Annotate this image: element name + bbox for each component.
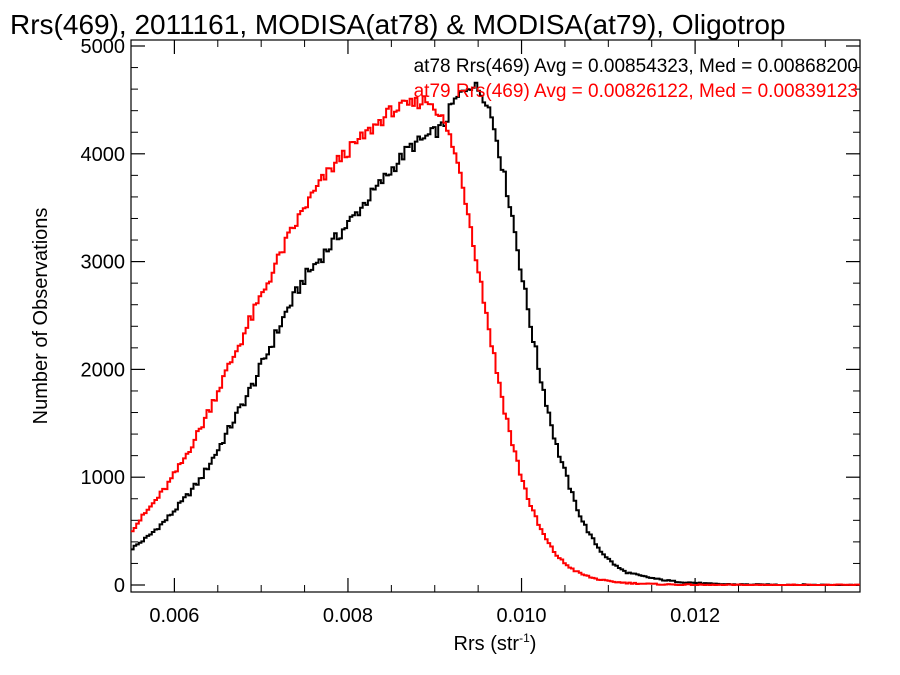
y-tick-label: 5000 [81,36,126,58]
y-axis-ticks: 0 1000 2000 3000 4000 5000 [81,36,860,597]
x-axis-ticks: 0.006 0.008 0.010 0.012 [130,40,826,627]
series-line-at79 [131,95,860,586]
annotation-at78: at78 Rrs(469) Avg = 0.00854323, Med = 0.… [414,56,858,77]
x-tick-label: 0.010 [497,605,547,627]
x-axis-label-text: Rrs (str [454,633,520,655]
chart-title: Rrs(469), 2011161, MODISA(at78) & MODISA… [10,9,785,40]
plot-frame [130,39,861,593]
y-tick-label: 4000 [81,144,126,166]
x-axis-label-superscript: -1 [519,631,530,645]
x-axis-label: Rrs (str-1) [454,631,537,655]
x-tick-label: 0.012 [670,605,720,627]
x-axis-label-suffix: ) [530,633,537,655]
series-layer [131,81,860,586]
y-axis-label: Number of Observations [30,208,52,425]
x-tick-label: 0.006 [149,605,199,627]
y-tick-label: 1000 [81,467,126,489]
y-tick-label: 3000 [81,252,126,274]
y-tick-label: 2000 [81,359,126,381]
series-line-at78 [131,81,860,586]
annotation-at79: at79 Rrs(469) Avg = 0.00826122, Med = 0.… [414,81,858,102]
x-tick-label: 0.008 [323,605,373,627]
y-tick-label: 0 [114,575,125,597]
